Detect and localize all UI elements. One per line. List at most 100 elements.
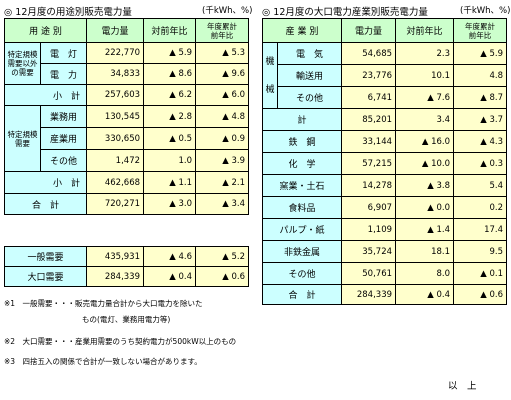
yoy-cell: ▲ 1.4 [395,218,455,241]
fy-cell: ▲ 2.1 [195,171,250,194]
fy-cell: ▲ 5.2 [195,246,249,267]
yoy-cell: 3.4 [395,108,455,131]
amount-cell: 284,339 [86,266,144,287]
amount-cell: 6,741 [341,86,397,109]
row-label: その他 [39,149,88,172]
right-table-title: ◎ 12月度の大口電力産業別販売電力量 [262,7,428,18]
subtotal-row: 小 計 462,668 ▲ 1.1 ▲ 2.1 [3,171,250,194]
row-label: その他 [276,86,343,109]
fy-cell: ▲ 5.3 [195,42,250,64]
amount-cell: 284,339 [341,284,397,305]
subtotal-row: 計 85,201 3.4 ▲ 3.7 [261,108,508,131]
footnote-2: ※2 大口需要・・・産業用需要のうち契約電力が500kW以上のもの [4,337,237,346]
table-row: 特定規模 需要以外 の需要 電 灯 222,770 ▲ 5.9 ▲ 5.3 [4,42,250,85]
row-label: 一般需要 [4,246,87,267]
amount-cell: 6,907 [341,196,397,219]
amount-cell: 720,271 [86,193,145,215]
yoy-cell: 2.3 [395,42,455,65]
total-row: 合 計 284,339 ▲ 0.4 ▲ 0.6 [261,284,508,305]
header-row: 産 業 別 電力量 対前年比 年度累計 前年比 [261,18,508,43]
row-label: 電 気 [276,42,343,65]
fy-cell: ▲ 4.3 [453,130,508,153]
left-table-title: ◎ 12月度の用途別販売電力量 [4,7,132,18]
fy-cell: ▲ 5.9 [453,42,508,65]
yoy-cell: ▲ 3.0 [143,193,197,215]
amount-cell: 1,109 [341,218,397,241]
subtotal-label: 小 計 [3,171,88,194]
amount-cell: 57,215 [341,152,397,175]
header-yoy: 対前年比 [395,18,455,43]
fy-cell: ▲ 8.7 [453,86,508,109]
fy-cell: 9.5 [453,240,508,263]
fy-cell: ▲ 0.6 [453,284,508,305]
table-row: 食料品 6,907 ▲ 0.0 0.2 [261,196,508,219]
fy-cell: ▲ 6.0 [195,84,250,106]
table-row: 特定規模 需要 業務用 130,545 ▲ 2.8 ▲ 4.8 [4,105,250,172]
yoy-cell: ▲ 6.2 [143,84,197,106]
amount-cell: 222,770 [86,42,145,64]
left-unit-label: (千kWh、%) [202,6,253,16]
table-row: 電 力 34,833 ▲ 8.6 ▲ 9.6 [5,63,250,85]
header-category: 産 業 別 [261,18,343,43]
table-row: 非鉄金属 35,724 18.1 9.5 [261,240,508,263]
fy-cell: ▲ 0.6 [195,266,249,287]
fy-cell: 0.2 [453,196,508,219]
table-row: 機械 電 気 54,685 2.3 ▲ 5.9 [262,42,508,109]
header-row: 用 途 別 電力量 対前年比 年度累計 前年比 [3,18,250,43]
fy-cell: 5.4 [453,174,508,197]
amount-cell: 462,668 [86,171,145,194]
yoy-cell: ▲ 0.5 [143,127,197,150]
group-label-specified: 特定規模 需要 [4,105,41,172]
yoy-cell: 18.1 [395,240,455,263]
header-fy-cumulative: 年度累計 前年比 [453,18,508,43]
total-row: 合 計 720,271 ▲ 3.0 ▲ 3.4 [3,193,250,215]
header-amount: 電力量 [341,18,397,43]
yoy-cell: ▲ 8.6 [143,63,197,85]
row-label: 食料品 [261,196,343,219]
amount-cell: 33,144 [341,130,397,153]
fy-cell: ▲ 9.6 [195,63,250,85]
row-label: その他 [261,262,343,285]
table-row: 鉄 鋼 33,144 ▲ 16.0 ▲ 4.3 [261,130,508,153]
row-label: 産業用 [39,127,88,150]
row-label: 化 学 [261,152,343,175]
yoy-cell: 10.1 [395,64,455,87]
fy-cell: ▲ 0.3 [453,152,508,175]
yoy-cell: ▲ 1.1 [143,171,197,194]
table-row: 化 学 57,215 ▲ 10.0 ▲ 0.3 [261,152,508,175]
subtotal-row: 小 計 257,603 ▲ 6.2 ▲ 6.0 [3,84,250,106]
fy-cell: ▲ 3.7 [453,108,508,131]
fy-cell: ▲ 3.4 [195,193,250,215]
fy-cell: 4.8 [453,64,508,87]
amount-cell: 257,603 [86,84,145,106]
table-row: その他 50,761 8.0 ▲ 0.1 [261,262,508,285]
yoy-cell: ▲ 5.9 [143,42,197,64]
row-label: 大口需要 [4,266,87,287]
yoy-cell: ▲ 2.8 [143,105,197,128]
end-mark: 以 上 [448,381,477,392]
header-fy-cumulative: 年度累計 前年比 [195,18,250,43]
yoy-cell: ▲ 4.6 [143,246,196,267]
row-label: 輸送用 [276,64,343,87]
yoy-cell: ▲ 3.8 [395,174,455,197]
fy-cell: ▲ 4.8 [195,105,250,128]
table-row: 一般需要 435,931 ▲ 4.6 ▲ 5.2 [4,246,249,267]
amount-cell: 85,201 [341,108,397,131]
header-yoy: 対前年比 [143,18,197,43]
row-label: パルプ・紙 [261,218,343,241]
table-row: 大口需要 284,339 ▲ 0.4 ▲ 0.6 [4,266,249,287]
fy-cell: ▲ 0.9 [195,127,250,150]
header-category: 用 途 別 [3,18,88,43]
fy-cell: ▲ 3.9 [195,149,250,172]
amount-cell: 54,685 [341,42,397,65]
subtotal-label: 計 [261,108,343,131]
row-label: 業務用 [39,105,88,128]
footnote-1-continued: もの(電灯、業務用電力等) [82,315,171,324]
amount-cell: 14,278 [341,174,397,197]
amount-cell: 330,650 [86,127,145,150]
amount-cell: 34,833 [86,63,145,85]
amount-cell: 1,472 [86,149,145,172]
amount-cell: 23,776 [341,64,397,87]
yoy-cell: ▲ 10.0 [395,152,455,175]
yoy-cell: 1.0 [143,149,197,172]
